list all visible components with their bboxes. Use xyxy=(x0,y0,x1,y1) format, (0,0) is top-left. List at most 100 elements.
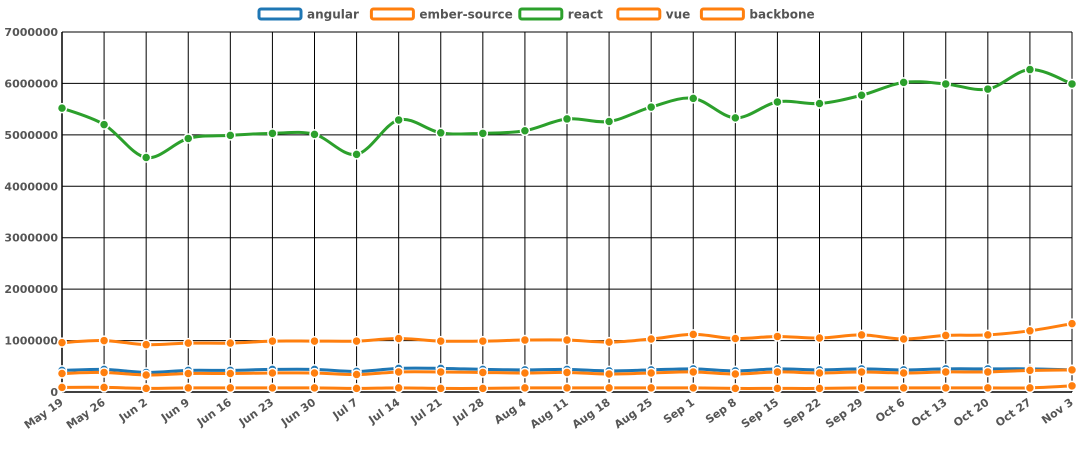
x-tick-label: Oct 27 xyxy=(993,396,1033,430)
data-point-react xyxy=(561,113,573,125)
y-tick-label: 0 xyxy=(50,386,58,399)
data-point-backbone xyxy=(225,382,236,394)
data-point-react xyxy=(898,77,909,88)
data-point-vue xyxy=(309,335,320,347)
data-point-react xyxy=(603,116,615,127)
data-point-ember-source xyxy=(309,367,320,379)
data-point-ember-source xyxy=(688,366,699,378)
data-point-vue xyxy=(183,337,194,349)
legend-label: angular xyxy=(307,8,359,22)
data-point-react xyxy=(1066,78,1078,90)
x-tick-label: Aug 11 xyxy=(528,396,571,432)
data-point-ember-source xyxy=(56,368,68,379)
legend-item-angular: angular xyxy=(257,7,359,22)
x-tick-label: Jul 14 xyxy=(366,396,403,427)
data-point-vue xyxy=(56,337,68,348)
data-point-react xyxy=(645,101,657,113)
data-point-ember-source xyxy=(519,367,531,379)
data-point-vue xyxy=(477,335,489,347)
x-tick-label: Jul 28 xyxy=(450,396,487,427)
legend-swatch xyxy=(257,7,303,21)
x-tick-label: Jun 30 xyxy=(278,396,318,430)
data-point-react xyxy=(856,90,867,101)
x-tick-label: Sep 1 xyxy=(661,396,697,427)
data-point-backbone xyxy=(856,382,867,394)
data-point-vue xyxy=(519,334,531,346)
data-point-vue xyxy=(688,329,699,340)
legend: angular ember-source react vue backbone xyxy=(257,7,815,22)
x-tick-label: Sep 29 xyxy=(823,396,865,431)
data-point-backbone xyxy=(898,382,909,394)
x-tick-label: Oct 13 xyxy=(909,396,949,430)
x-tick-label: May 26 xyxy=(64,396,108,432)
x-tick-label: Jul 7 xyxy=(330,396,361,423)
data-point-ember-source xyxy=(1024,365,1036,376)
series-ember-source xyxy=(56,364,1078,381)
data-point-ember-source xyxy=(856,366,867,378)
data-point-ember-source xyxy=(1066,364,1078,376)
x-tick-label: Aug 18 xyxy=(570,396,613,432)
x-tick-label: Oct 6 xyxy=(873,396,907,426)
data-point-ember-source xyxy=(561,367,573,378)
data-point-backbone xyxy=(309,382,320,394)
data-point-ember-source xyxy=(603,368,615,380)
data-point-vue xyxy=(772,331,783,342)
data-point-vue xyxy=(856,329,867,341)
data-point-backbone xyxy=(351,383,362,394)
legend-swatch xyxy=(699,7,745,21)
data-point-vue xyxy=(814,332,825,344)
data-point-ember-source xyxy=(645,367,657,379)
series-backbone xyxy=(56,380,1078,394)
data-point-backbone xyxy=(645,382,657,394)
series-react xyxy=(56,64,1078,163)
data-point-ember-source xyxy=(730,368,741,380)
x-tick-label: Aug 25 xyxy=(612,396,655,432)
legend-item-vue: vue xyxy=(616,7,690,22)
x-tick-label: Jun 23 xyxy=(236,396,276,430)
data-point-backbone xyxy=(561,382,573,394)
series-vue xyxy=(56,318,1078,350)
series-layer xyxy=(56,64,1078,394)
data-point-ember-source xyxy=(477,367,489,378)
data-point-vue xyxy=(98,335,110,346)
data-point-ember-source xyxy=(351,369,362,380)
data-point-react xyxy=(98,119,110,130)
data-point-backbone xyxy=(140,383,152,394)
x-tick-label: Jun 16 xyxy=(194,396,234,430)
data-point-vue xyxy=(730,333,741,344)
data-point-backbone xyxy=(1024,382,1036,394)
data-point-react xyxy=(140,152,152,163)
data-point-vue xyxy=(940,330,951,341)
data-point-react xyxy=(940,78,951,90)
legend-label: ember-source xyxy=(419,8,512,22)
data-point-backbone xyxy=(730,383,741,394)
data-point-backbone xyxy=(183,382,194,394)
legend-label: react xyxy=(568,8,603,22)
data-point-ember-source xyxy=(940,366,951,378)
data-point-backbone xyxy=(393,382,404,394)
x-tick-label: Oct 20 xyxy=(951,396,992,430)
data-point-vue xyxy=(435,335,446,347)
data-point-react xyxy=(688,93,699,104)
legend-item-react: react xyxy=(518,7,603,22)
x-tick-label: Sep 22 xyxy=(781,396,823,431)
data-point-vue xyxy=(140,339,152,350)
data-point-react xyxy=(1024,64,1036,75)
data-point-backbone xyxy=(688,382,699,394)
data-point-react xyxy=(183,133,194,144)
y-tick-label: 5000000 xyxy=(4,129,58,142)
data-point-vue xyxy=(603,336,615,348)
y-tick-label: 1000000 xyxy=(4,335,58,348)
data-point-ember-source xyxy=(435,366,446,378)
data-point-backbone xyxy=(56,382,68,393)
data-point-ember-source xyxy=(225,368,236,379)
y-tick-label: 4000000 xyxy=(4,180,58,193)
data-point-vue xyxy=(1024,325,1036,337)
x-tick-label: Jun 9 xyxy=(158,396,192,425)
data-point-vue xyxy=(982,329,994,341)
data-point-react xyxy=(56,102,68,114)
data-point-react xyxy=(814,98,825,109)
data-point-react xyxy=(730,112,741,124)
